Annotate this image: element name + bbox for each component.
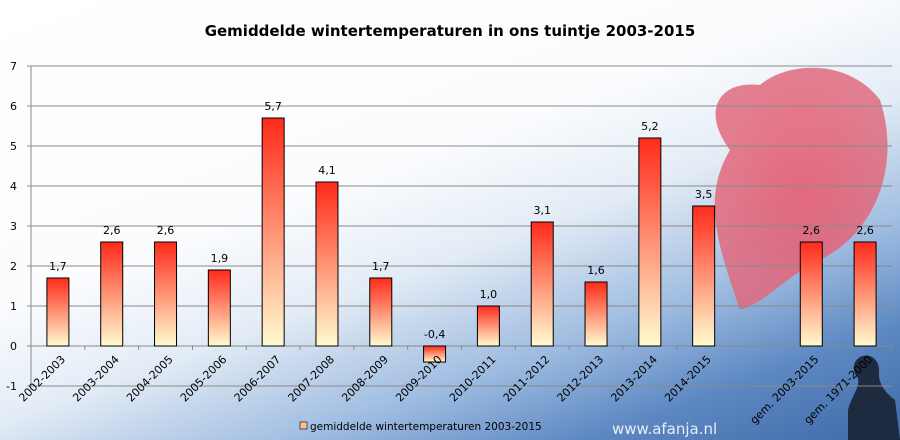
data-label: 2,6 — [103, 224, 121, 237]
bar — [853, 241, 877, 347]
data-label: 1,7 — [49, 260, 67, 273]
x-tick-label: 2010-2011 — [447, 353, 499, 405]
x-tick-label: 2011-2012 — [501, 353, 553, 405]
data-label: 3,5 — [695, 188, 713, 201]
watermark: www.afanja.nl — [612, 420, 717, 438]
bar — [799, 241, 823, 347]
data-label: -0,4 — [424, 328, 445, 341]
x-tick-label: 2014-2015 — [662, 353, 714, 405]
x-tick-label: 2007-2008 — [285, 353, 337, 405]
x-tick-label: 2005-2006 — [178, 353, 230, 405]
data-label: 3,1 — [533, 204, 551, 217]
x-tick-label: 2002-2003 — [16, 353, 68, 405]
bar — [207, 269, 231, 347]
data-label: 4,1 — [318, 164, 336, 177]
bar — [423, 345, 447, 363]
data-label: 1,9 — [211, 252, 229, 265]
y-tick-label: 7 — [10, 60, 17, 73]
bar — [530, 221, 554, 347]
x-tick-label: 2013-2014 — [608, 353, 660, 405]
data-label: 1,0 — [480, 288, 498, 301]
data-label: 5,7 — [264, 100, 282, 113]
data-label: 1,7 — [372, 260, 390, 273]
bar — [261, 117, 285, 347]
x-tick-label: 2004-2005 — [124, 353, 176, 405]
bar — [692, 205, 716, 347]
y-tick-label: 1 — [10, 300, 17, 313]
bar — [315, 181, 339, 347]
bar — [100, 241, 124, 347]
y-tick-label: 5 — [10, 140, 17, 153]
person-silhouette — [848, 355, 900, 440]
x-tick-label: 2012-2013 — [555, 353, 607, 405]
chart-title: Gemiddelde wintertemperaturen in ons tui… — [205, 22, 696, 40]
y-tick-label: 0 — [10, 340, 17, 353]
data-label: 1,6 — [587, 264, 605, 277]
data-label: 2,6 — [856, 224, 874, 237]
x-tick-label: 2008-2009 — [339, 353, 391, 405]
y-tick-label: 3 — [10, 220, 17, 233]
legend-swatch — [299, 421, 308, 430]
legend: gemiddelde wintertemperaturen 2003-2015 — [299, 421, 542, 433]
y-tick-label: -1 — [6, 380, 17, 393]
y-tick-label: 6 — [10, 100, 17, 113]
y-tick-label: 2 — [10, 260, 17, 273]
data-label: 2,6 — [803, 224, 821, 237]
x-tick-label: 2006-2007 — [232, 353, 284, 405]
bar — [638, 137, 662, 347]
x-tick-label: 2009-2010 — [393, 353, 445, 405]
red-heart-shape — [714, 67, 888, 310]
bar — [476, 305, 500, 347]
bar — [584, 281, 608, 347]
data-label: 2,6 — [157, 224, 175, 237]
bar — [154, 241, 178, 347]
x-tick-label: 2003-2004 — [70, 353, 122, 405]
data-label: 5,2 — [641, 120, 659, 133]
bar — [369, 277, 393, 347]
bar — [46, 277, 70, 347]
y-tick-label: 4 — [10, 180, 17, 193]
legend-label: gemiddelde wintertemperaturen 2003-2015 — [310, 421, 542, 433]
